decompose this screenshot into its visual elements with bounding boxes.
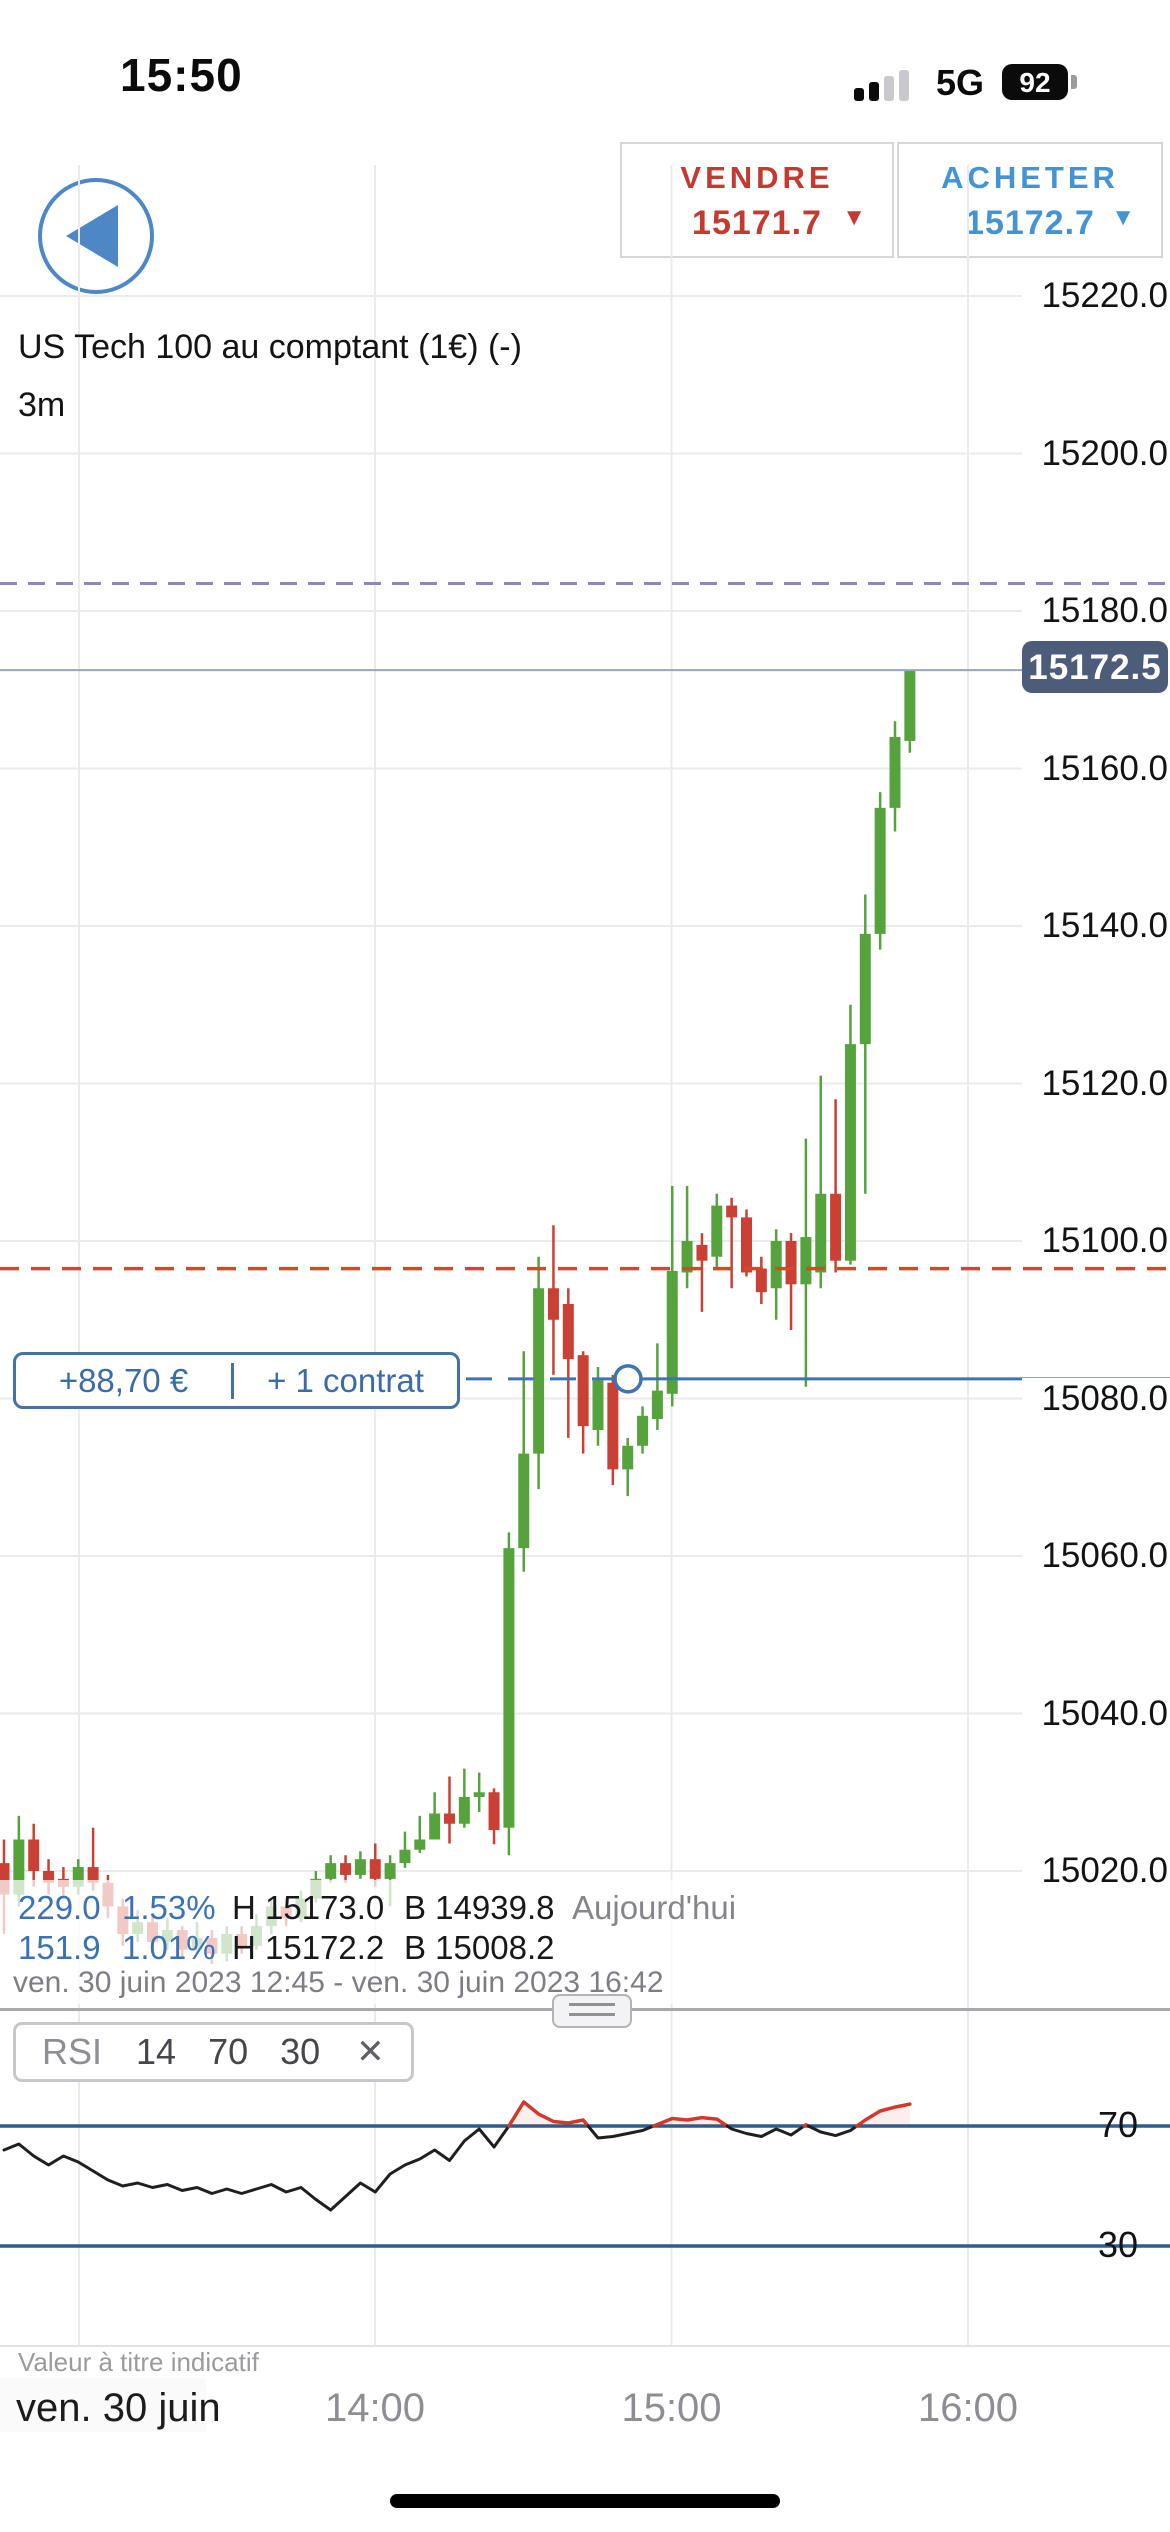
status-time: 15:50 [120, 49, 243, 101]
network-type: 5G [936, 62, 985, 103]
x-axis-day-label: ven. 30 juin [16, 2386, 221, 2430]
position-pill[interactable]: +88,70 € + 1 contrat [13, 1352, 460, 1409]
buy-button[interactable]: ACHETER 15172.7 ▼ [897, 142, 1163, 258]
battery-nub [1071, 75, 1077, 89]
disclaimer-label: Valeur à titre indicatif [18, 2347, 259, 2377]
battery-icon: 92 [1002, 64, 1068, 100]
time-axis-label: 15:00 [621, 2386, 722, 2430]
price-axis-label: 15200.0 [1022, 432, 1170, 475]
visible-range-label: ven. 30 juin 2023 12:45 - ven. 30 juin 2… [13, 1966, 664, 1999]
price-axis-label: 15060.0 [1022, 1535, 1170, 1577]
visible-change-pct: 1.01% [122, 1929, 216, 1966]
day-change-pct: 1.53% [122, 1889, 216, 1926]
timeframe-label[interactable]: 3m [18, 386, 66, 424]
day-change: 229.0 [18, 1889, 101, 1926]
price-axis-label: 15180.0 [1022, 590, 1170, 632]
session-label: Aujourd'hui [572, 1889, 737, 1926]
position-contracts: + 1 contrat [267, 1361, 424, 1399]
buy-price: 15172.7 [965, 204, 1095, 242]
pane-resize-handle[interactable] [552, 1994, 632, 2028]
rsi-lower: 30 [280, 2031, 321, 2072]
price-axis-label: 15220.0 [1022, 275, 1170, 317]
visible-low: B 15008.2 [404, 1929, 555, 1966]
price-axis-label: 15020.0 [1022, 1850, 1170, 1892]
sell-price: 15171.7 [692, 204, 822, 242]
price-axis-label: 15100.0 [1022, 1220, 1170, 1262]
sell-caret-down-icon: ▼ [842, 204, 866, 231]
visible-high: H 15172.2 [232, 1929, 385, 1966]
stats-overlay [0, 1880, 750, 2004]
rsi-overbought-label: 70 [1098, 2104, 1139, 2145]
back-button[interactable] [38, 178, 154, 294]
sell-label: VENDRE [680, 160, 834, 195]
rsi-period: 14 [136, 2031, 177, 2072]
price-axis-label: 15140.0 [1022, 905, 1170, 947]
time-axis-label: 16:00 [917, 2386, 1019, 2430]
day-low: B 14939.8 [404, 1889, 555, 1926]
price-axis-label: 15160.0 [1022, 747, 1170, 790]
day-high: H 15173.0 [232, 1889, 385, 1926]
price-axis-label: 15080.0 [1022, 1377, 1170, 1420]
position-pnl: +88,70 € [58, 1361, 189, 1399]
last-price-tag: 15172.5 [1022, 641, 1168, 693]
back-arrow-icon [66, 205, 118, 267]
visible-change: 151.9 [18, 1929, 101, 1966]
price-axis-label: 15120.0 [1022, 1062, 1170, 1105]
rsi-name: RSI [42, 2031, 103, 2072]
time-axis-label: 14:00 [324, 2386, 426, 2430]
rsi-oversold-label: 30 [1098, 2224, 1139, 2265]
sell-button[interactable]: VENDRE 15171.7 ▼ [620, 142, 894, 258]
rsi-upper: 70 [208, 2031, 249, 2072]
rsi-close-icon[interactable]: ✕ [356, 2033, 385, 2071]
price-axis-label: 15040.0 [1022, 1692, 1170, 1735]
rsi-indicator-badge[interactable]: RSI 14 70 30 ✕ [13, 2022, 414, 2082]
day-label-card [0, 2378, 206, 2432]
buy-caret-down-icon: ▼ [1111, 204, 1135, 231]
home-indicator[interactable] [390, 2494, 780, 2508]
pill-separator [231, 1362, 234, 1399]
buy-label: ACHETER [941, 160, 1119, 195]
instrument-title: US Tech 100 au comptant (1€) (-) [18, 328, 522, 366]
